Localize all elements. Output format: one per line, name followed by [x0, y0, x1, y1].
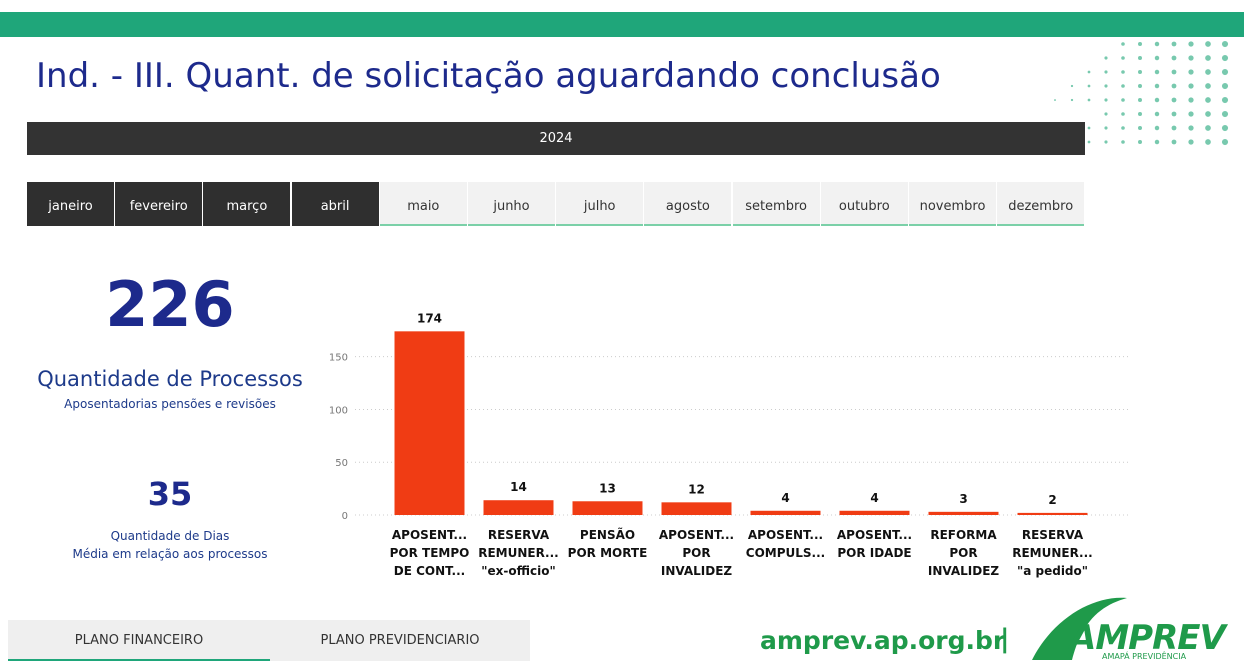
x-tick-label: APOSENT...	[837, 528, 912, 542]
x-tick-label: POR IDADE	[837, 546, 911, 560]
x-tick-label: POR	[682, 546, 710, 560]
y-tick-label: 100	[329, 405, 348, 416]
month-button[interactable]: julho	[556, 182, 644, 226]
x-tick-label: POR MORTE	[568, 546, 648, 560]
x-tick-label: REMUNER...	[478, 546, 559, 560]
bar	[928, 511, 999, 515]
data-label: 174	[417, 311, 442, 325]
month-button[interactable]: novembro	[909, 182, 996, 226]
month-button[interactable]: dezembro	[997, 182, 1085, 226]
x-tick-label: APOSENT...	[659, 528, 734, 542]
x-tick-label: COMPULS...	[746, 546, 825, 560]
logo-swoosh	[1032, 597, 1127, 660]
month-button[interactable]: maio	[379, 182, 467, 226]
x-tick-label: POR TEMPO	[390, 546, 470, 560]
data-label: 2	[1048, 493, 1056, 507]
logo: AMPREV	[1070, 618, 1226, 658]
year-slicer[interactable]: 2024	[27, 122, 1085, 155]
kpi-value: 35	[147, 475, 193, 513]
x-tick-label: "ex-officio"	[481, 564, 555, 578]
tab[interactable]: PLANO PREVIDENCIARIO	[270, 620, 530, 661]
website: amprev.ap.org.br	[760, 626, 1006, 655]
month-button[interactable]: abril	[291, 182, 379, 226]
bar	[750, 510, 821, 515]
data-label: 14	[510, 480, 527, 494]
data-label: 4	[781, 491, 789, 505]
x-tick-label: REFORMA	[930, 528, 997, 542]
data-label: 13	[599, 481, 616, 495]
logo-subtitle: AMAPÁ PREVIDÊNCIA	[1102, 652, 1187, 661]
y-tick-label: 150	[329, 353, 348, 364]
y-tick-label: 0	[342, 511, 348, 522]
bar-chart: 0 50 100 150 174 APOSENT... POR TEMPO DE CONT..…	[329, 311, 1130, 578]
x-tick-label: INVALIDEZ	[928, 564, 1000, 578]
x-tick-label: PENSÃO	[580, 527, 635, 542]
bar	[1017, 512, 1088, 515]
month-button[interactable]: junho	[468, 182, 555, 226]
bar	[483, 500, 554, 515]
tab[interactable]: PLANO FINANCEIRO	[8, 620, 270, 661]
kpi-sublabel: Média em relação aos processos	[72, 547, 268, 561]
data-label: 12	[688, 482, 705, 496]
month-button[interactable]: fevereiro	[115, 182, 203, 226]
x-tick-label: POR	[949, 546, 977, 560]
x-tick-label: DE CONT...	[394, 564, 465, 578]
x-tick-label: APOSENT...	[392, 528, 467, 542]
bar	[661, 502, 732, 515]
separator: |	[1000, 624, 1010, 654]
x-tick-label: APOSENT...	[748, 528, 823, 542]
x-tick-label: INVALIDEZ	[661, 564, 733, 578]
data-label: 3	[959, 492, 967, 506]
x-tick-label: "a pedido"	[1017, 564, 1088, 578]
x-tick-label: REMUNER...	[1012, 546, 1093, 560]
bar	[839, 510, 910, 515]
month-button[interactable]: agosto	[644, 182, 732, 226]
kpi-value: 226	[105, 268, 235, 341]
kpi-label: Quantidade de Processos	[37, 367, 303, 391]
data-label: 4	[870, 491, 878, 505]
y-tick-label: 50	[335, 458, 348, 469]
month-button[interactable]: março	[203, 182, 291, 226]
bar	[572, 501, 643, 515]
page-title: Ind. - III. Quant. de solicitação aguard…	[36, 56, 941, 96]
month-button[interactable]: janeiro	[27, 182, 114, 226]
bar	[394, 331, 465, 515]
x-tick-label: RESERVA	[488, 528, 550, 542]
month-button[interactable]: setembro	[732, 182, 820, 226]
kpi-label: Quantidade de Dias	[110, 529, 230, 543]
kpi-sublabel: Aposentadorias pensões e revisões	[64, 397, 276, 411]
month-button[interactable]: outubro	[820, 182, 908, 226]
x-tick-label: RESERVA	[1022, 528, 1084, 542]
dot-pattern	[1054, 40, 1229, 146]
top-bar	[0, 12, 1244, 37]
